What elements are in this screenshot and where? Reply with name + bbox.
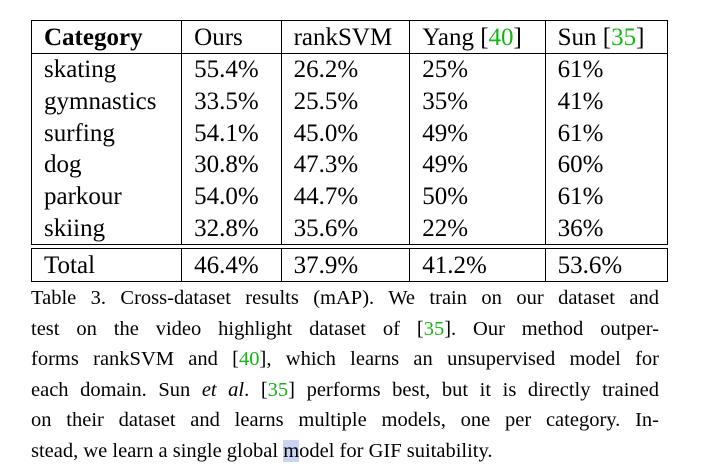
- cell-ranksvm: 47.3%: [280, 149, 411, 181]
- header-category: Category: [30, 20, 183, 54]
- caption-line: Table 3. Cross-dataset results (mAP). We…: [31, 287, 659, 309]
- table-row: skiing 32.8% 35.6% 22% 36%: [30, 212, 669, 246]
- caption-text: ]. Our method outper-: [444, 317, 659, 340]
- header-yang: Yang [40]: [409, 20, 546, 54]
- cell-sun: 36%: [544, 212, 669, 246]
- caption-text: ] performs best, but it is directly trai…: [288, 378, 659, 401]
- table-row: gymnastics 33.5% 25.5% 35% 41%: [30, 85, 669, 118]
- header-ranksvm: rankSVM: [280, 20, 411, 54]
- caption-text: . [: [244, 378, 268, 401]
- caption-text: each domain. Sun: [31, 378, 202, 401]
- text-selection-highlight[interactable]: m: [283, 439, 300, 462]
- header-row: Category Ours rankSVM Yang [40] Sun [35]: [30, 20, 669, 54]
- cell-ours: 54.1%: [181, 117, 282, 150]
- table-header: Category Ours rankSVM Yang [40] Sun [35]: [30, 20, 669, 54]
- cell-ours: 33.5%: [181, 85, 282, 118]
- cell-category: dog: [30, 149, 183, 181]
- cell-yang: 49%: [409, 117, 546, 150]
- cell-category: parkour: [30, 180, 183, 213]
- cell-ours: 30.8%: [181, 149, 282, 181]
- cell-category: surfing: [30, 117, 183, 150]
- caption-text: forms rankSVM and [: [31, 348, 240, 370]
- cell-yang: 25%: [409, 53, 546, 86]
- table-row: parkour 54.0% 44.7% 50% 61%: [30, 180, 669, 213]
- cell-yang: 49%: [409, 149, 546, 181]
- citation-link-40[interactable]: 40: [488, 23, 514, 51]
- header-yang-close: ]: [513, 23, 522, 51]
- header-yang-name: Yang [: [422, 23, 489, 51]
- table-row: dog 30.8% 47.3% 49% 60%: [30, 149, 669, 181]
- table-footer: Total 46.4% 37.9% 41.2% 53.6%: [30, 248, 669, 283]
- cell-yang: 35%: [409, 85, 546, 118]
- cell-ranksvm: 45.0%: [280, 117, 411, 150]
- caption-text: odel for GIF suitability.: [299, 439, 493, 462]
- caption-line: forms rankSVM and [40], which learns an …: [31, 344, 659, 375]
- total-ranksvm: 37.9%: [280, 248, 411, 283]
- total-label: Total: [30, 248, 183, 283]
- cell-ours: 55.4%: [181, 53, 282, 86]
- citation-link-35[interactable]: 35: [423, 317, 445, 340]
- cell-sun: 61%: [544, 117, 669, 150]
- cell-ranksvm: 44.7%: [280, 180, 411, 213]
- cell-ranksvm: 35.6%: [280, 212, 411, 246]
- table-caption: Table 3. Cross-dataset results (mAP). We…: [31, 283, 659, 466]
- cell-sun: 61%: [544, 180, 669, 213]
- cell-ours: 54.0%: [181, 180, 282, 213]
- caption-text: test on the video highlight dataset of [: [31, 317, 424, 340]
- caption-line: on their dataset and learns multiple mod…: [31, 409, 659, 431]
- results-table: Category Ours rankSVM Yang [40] Sun [35]…: [30, 20, 669, 283]
- caption-text: stead, we learn a single global: [31, 439, 284, 462]
- table-body: skating 55.4% 26.2% 25% 61% gymnastics 3…: [30, 53, 669, 249]
- citation-link-35[interactable]: 35: [267, 378, 289, 401]
- caption-text: ], which learns an unsupervised model fo…: [259, 348, 659, 370]
- header-sun: Sun [35]: [544, 20, 669, 54]
- cell-sun: 41%: [544, 85, 669, 118]
- table-row: skating 55.4% 26.2% 25% 61%: [30, 53, 669, 86]
- cell-yang: 50%: [409, 180, 546, 213]
- cell-ranksvm: 25.5%: [280, 85, 411, 118]
- cell-sun: 61%: [544, 53, 669, 86]
- caption-line: stead, we learn a single global model fo…: [31, 436, 659, 467]
- cell-category: gymnastics: [30, 85, 183, 118]
- total-yang: 41.2%: [409, 248, 546, 283]
- citation-link-40[interactable]: 40: [239, 348, 260, 370]
- cell-category: skiing: [30, 212, 183, 246]
- total-sun: 53.6%: [544, 248, 669, 283]
- header-sun-name: Sun [: [557, 23, 612, 51]
- citation-link-35[interactable]: 35: [611, 23, 637, 51]
- caption-emphasis: et al: [201, 378, 245, 401]
- caption-line: each domain. Sun et al. [35] performs be…: [31, 375, 659, 406]
- total-ours: 46.4%: [181, 248, 282, 283]
- cell-yang: 22%: [409, 212, 546, 246]
- total-row: Total 46.4% 37.9% 41.2% 53.6%: [30, 248, 669, 283]
- header-ours: Ours: [181, 20, 282, 54]
- cell-ranksvm: 26.2%: [280, 53, 411, 86]
- table-row: surfing 54.1% 45.0% 49% 61%: [30, 117, 669, 150]
- cell-category: skating: [30, 53, 183, 86]
- header-sun-close: ]: [636, 23, 645, 51]
- cell-sun: 60%: [544, 149, 669, 181]
- caption-line: test on the video highlight dataset of […: [31, 314, 659, 345]
- cell-ours: 32.8%: [181, 212, 282, 246]
